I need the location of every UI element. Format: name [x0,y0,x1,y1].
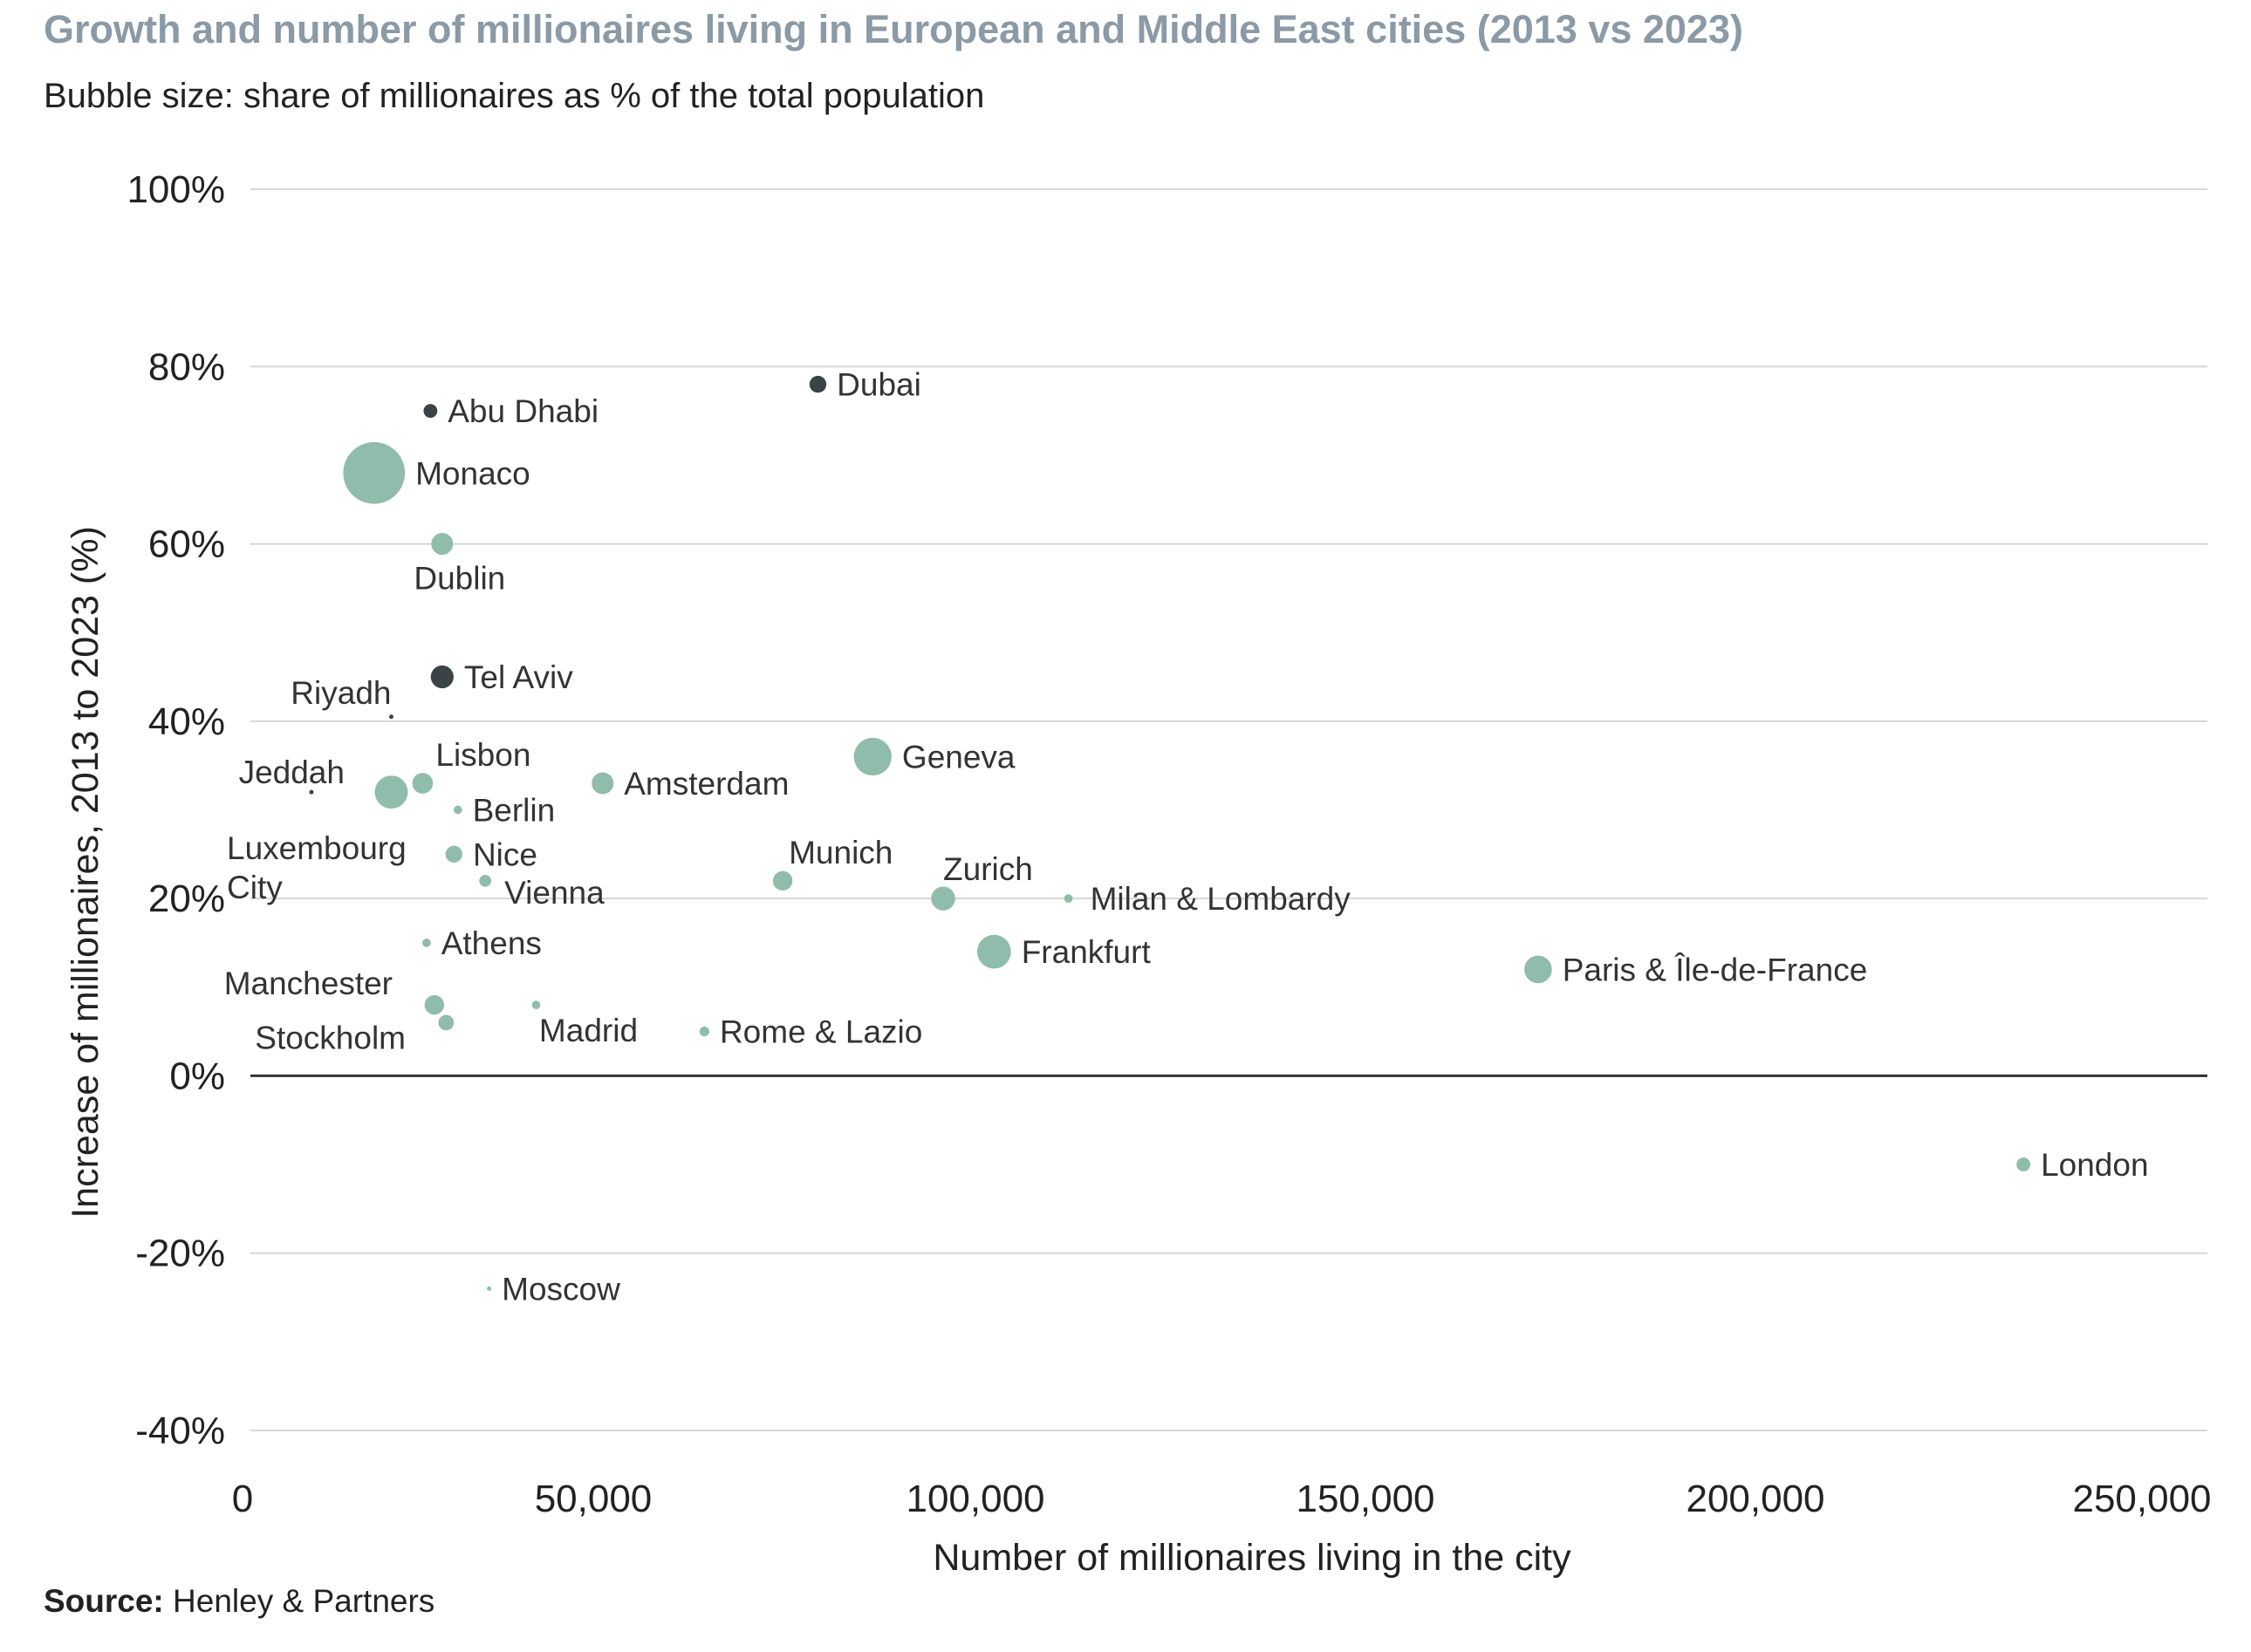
bubble-madrid [531,1000,541,1009]
data-points [309,375,2031,1291]
bubble-stockholm [438,1014,455,1031]
bubble-lisbon [412,773,434,794]
x-axis-ticks: 0 50,000 100,000 150,000 200,000 250,000 [232,1478,2212,1520]
x-tick-label: 250,000 [2072,1478,2211,1520]
point-label-berlin: Berlin [473,793,556,829]
point-label-stockholm: Stockholm [255,1020,406,1055]
y-tick-label: 80% [148,345,225,388]
point-label-tel-aviv: Tel Aviv [464,659,573,695]
point-label-manchester: Manchester [224,966,393,1001]
bubble-london [2016,1157,2031,1171]
point-label-abu-dhabi: Abu Dhabi [448,393,599,429]
y-tick-label: 40% [148,700,225,743]
bubble-amsterdam [592,772,614,795]
point-label-vienna: Vienna [504,875,605,911]
point-label-geneva: Geneva [902,740,1016,775]
bubble-geneva [853,737,892,776]
x-tick-label: 50,000 [535,1478,653,1520]
bubble-manchester [424,994,445,1015]
y-tick-label: 60% [148,523,225,566]
bubble-moscow [487,1286,492,1291]
bubble-luxembourg-city [374,775,408,809]
bubble-jeddah [309,789,314,795]
bubble-dublin [431,533,454,556]
point-label-zurich: Zurich [943,851,1033,887]
point-label-moscow: Moscow [502,1271,620,1307]
x-tick-label: 150,000 [1296,1478,1434,1520]
bubble-berlin [453,805,462,815]
x-axis-label: Number of millionaires living in the cit… [933,1537,1571,1579]
bubble-munich [772,870,793,891]
bubble-athens [422,939,431,947]
point-label-athens: Athens [441,925,542,961]
y-tick-label: -20% [135,1232,225,1275]
source-label: Source: [44,1583,164,1619]
point-label-frankfurt: Frankfurt [1022,934,1152,970]
x-tick-label: 0 [232,1478,253,1520]
bubble-vienna [479,874,492,887]
point-label-rome-lazio: Rome & Lazio [720,1014,922,1050]
bubble-monaco [343,441,406,504]
x-tick-label: 200,000 [1686,1478,1824,1520]
bubble-milan-lombardy [1064,894,1073,903]
chart-subtitle: Bubble size: share of millionaires as % … [44,77,985,115]
point-label-dublin: Dublin [414,561,505,597]
y-tick-label: 20% [148,877,225,920]
point-label-london: London [2041,1147,2148,1183]
source-text: Henley & Partners [173,1583,435,1619]
bubble-frankfurt [976,934,1011,969]
y-axis-label: Increase of millionaires, 2013 to 2023 (… [65,526,106,1219]
bubble-abu-dhabi [423,404,438,419]
gridlines [250,188,2207,1431]
point-label-lisbon: Lisbon [435,737,530,773]
point-label-nice: Nice [473,836,537,872]
bubble-rome-lazio [699,1027,709,1037]
bubble-dubai [809,375,827,393]
x-tick-label: 100,000 [906,1478,1044,1520]
chart-title: Growth and number of millionaires living… [44,7,1743,51]
point-label-dubai: Dubai [837,367,921,403]
point-label-madrid: Madrid [539,1013,638,1048]
bubble-paris-le-de-france [1524,955,1552,984]
y-tick-label: 0% [169,1055,225,1097]
source-note: Source: Henley & Partners [44,1583,434,1620]
point-label-monaco: Monaco [415,455,530,491]
point-label-milan-lombardy: Milan & Lombardy [1091,881,1351,917]
bubble-tel-aviv [430,665,454,689]
y-tick-label: 100% [127,168,225,211]
point-label-luxembourg-city: Luxembourg City [227,830,407,905]
y-axis-ticks: 100% 80% 60% 40% 20% 0% -20% -40% [127,168,225,1452]
bubble-nice [445,845,462,864]
point-label-jeddah: Jeddah [239,754,345,790]
bubble-zurich [931,886,955,911]
point-label-paris-le-de-france: Paris & Île-de-France [1563,952,1868,987]
y-tick-label: -40% [135,1410,225,1452]
point-labels: Abu Dhabi Dubai Monaco Dublin Tel Aviv Riyadh… [224,367,2149,1307]
point-label-amsterdam: Amsterdam [624,766,789,802]
point-label-munich: Munich [789,835,893,870]
bubble-riyadh [388,714,393,720]
point-label-riyadh: Riyadh [291,675,391,711]
